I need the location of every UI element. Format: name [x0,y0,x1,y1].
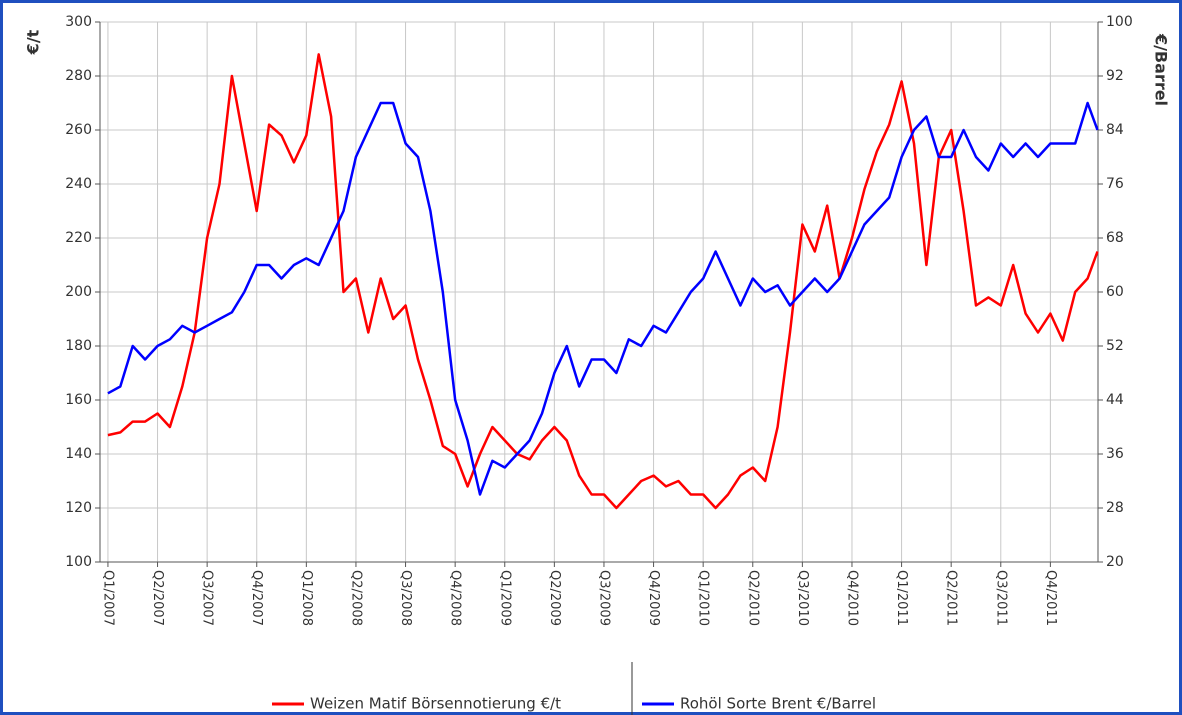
y2-tick-label: 92 [1106,68,1124,84]
series-line [107,101,1099,496]
x-tick-label: Q1/2009 [497,570,512,626]
y-axis-label: €/t [24,29,43,55]
x-tick-label: Q4/2009 [646,570,661,626]
y-tick-label: 260 [65,122,92,138]
x-tick-label: Q4/2010 [844,570,859,626]
x-tick-label: Q1/2007 [100,570,115,626]
legend-label: Weizen Matif Börsennotierung €/t [310,695,561,713]
y-tick-label: 140 [65,446,92,462]
y-tick-label: 280 [65,68,92,84]
y2-axis-label: €/Barrel [1152,33,1171,106]
x-tick-label: Q2/2011 [944,570,959,626]
x-tick-label: Q1/2010 [696,570,711,626]
y2-tick-label: 76 [1106,176,1124,192]
y-tick-label: 160 [65,392,92,408]
y-tick-label: 240 [65,176,92,192]
y2-tick-label: 84 [1106,122,1124,138]
x-tick-label: Q1/2008 [299,570,314,626]
x-tick-label: Q3/2008 [398,570,413,626]
y2-tick-label: 68 [1106,230,1124,246]
x-tick-label: Q2/2007 [150,570,165,626]
y2-tick-label: 44 [1106,392,1124,408]
y-tick-label: 120 [65,500,92,516]
x-tick-label: Q4/2007 [249,570,264,626]
x-tick-label: Q2/2008 [348,570,363,626]
y2-tick-label: 52 [1106,338,1124,354]
y2-tick-label: 60 [1106,284,1124,300]
x-tick-label: Q3/2010 [795,570,810,626]
y2-tick-label: 36 [1106,446,1124,462]
x-tick-label: Q4/2011 [1043,570,1058,626]
legend-label: Rohöl Sorte Brent €/Barrel [680,695,876,713]
x-tick-label: Q1/2011 [894,570,909,626]
x-tick-label: Q3/2009 [596,570,611,626]
y2-tick-label: 100 [1106,14,1133,30]
y-tick-label: 300 [65,14,92,30]
y-tick-label: 100 [65,554,92,570]
x-tick-label: Q2/2009 [547,570,562,626]
x-tick-label: Q3/2007 [200,570,215,626]
x-tick-label: Q4/2008 [448,570,463,626]
y-tick-label: 200 [65,284,92,300]
series-line [107,53,1099,510]
y2-tick-label: 20 [1106,554,1124,570]
x-tick-label: Q3/2011 [993,570,1008,626]
x-tick-label: Q2/2010 [745,570,760,626]
y-tick-label: 180 [65,338,92,354]
y2-tick-label: 28 [1106,500,1124,516]
y-tick-label: 220 [65,230,92,246]
